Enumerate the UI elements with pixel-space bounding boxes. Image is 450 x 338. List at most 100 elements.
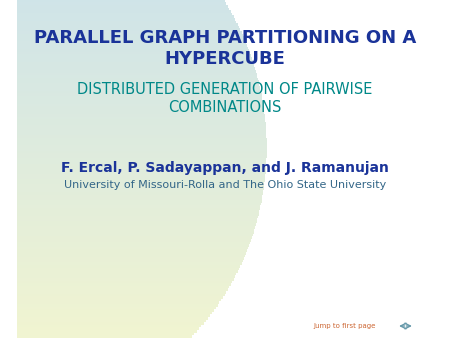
Bar [17, 13, 232, 16]
Bar [17, 164, 266, 166]
Bar [17, 192, 263, 195]
Bar [17, 236, 252, 239]
Bar [17, 26, 239, 28]
Bar [17, 10, 231, 13]
Bar [17, 179, 265, 182]
Bar [17, 171, 265, 174]
Bar [17, 28, 240, 31]
Bar [17, 208, 260, 210]
Bar [17, 156, 266, 159]
Text: F. Ercal, P. Sadayappan, and J. Ramanujan: F. Ercal, P. Sadayappan, and J. Ramanuja… [61, 161, 389, 175]
Bar [17, 255, 245, 257]
Bar [17, 78, 258, 80]
Bar [17, 125, 266, 127]
Bar [17, 260, 243, 262]
Bar [17, 93, 261, 96]
Bar [17, 328, 199, 330]
Text: COMBINATIONS: COMBINATIONS [168, 99, 282, 115]
Bar [17, 275, 235, 278]
Bar [17, 109, 264, 112]
Bar [17, 151, 266, 153]
Bar [17, 294, 225, 296]
Bar [17, 190, 263, 192]
Bar [17, 247, 248, 249]
Bar [17, 299, 221, 301]
Bar [17, 62, 254, 65]
Text: University of Missouri-Rolla and The Ohio State University: University of Missouri-Rolla and The Ohi… [64, 180, 386, 190]
Bar [17, 88, 261, 91]
Bar [17, 138, 266, 140]
Bar [17, 143, 266, 145]
Bar [17, 73, 256, 75]
Bar [17, 216, 258, 218]
Bar [17, 161, 266, 164]
Bar [17, 312, 212, 314]
Bar [17, 106, 264, 109]
Bar [17, 202, 261, 205]
Bar [17, 96, 262, 99]
Bar [17, 221, 256, 223]
Bar [17, 67, 255, 70]
Bar [17, 231, 254, 234]
Bar [17, 234, 253, 236]
Bar [17, 59, 253, 62]
Bar [17, 83, 259, 86]
Bar [17, 278, 234, 281]
Bar [17, 174, 265, 176]
Bar [17, 57, 252, 59]
Bar [17, 283, 231, 286]
Bar [17, 320, 206, 322]
Bar [17, 273, 236, 275]
Bar [17, 114, 265, 117]
Bar [17, 333, 194, 335]
Bar [17, 335, 192, 338]
Bar [17, 127, 266, 130]
Bar [17, 244, 249, 247]
Bar [17, 33, 243, 36]
Bar [17, 185, 264, 187]
Bar [17, 213, 259, 216]
Bar [17, 132, 266, 135]
Bar [17, 182, 265, 185]
Bar [17, 301, 220, 304]
Bar [17, 197, 262, 200]
Bar [17, 54, 251, 57]
Bar [17, 242, 250, 244]
Bar [17, 5, 228, 7]
Bar [17, 286, 230, 288]
Bar [17, 226, 255, 228]
Bar [17, 117, 265, 119]
Bar [17, 75, 257, 78]
Bar [17, 176, 265, 179]
Bar [17, 112, 265, 114]
Bar [17, 291, 226, 294]
Bar [17, 52, 250, 54]
Bar [17, 23, 238, 26]
Bar [17, 317, 208, 320]
Bar [17, 0, 225, 2]
Bar [17, 187, 264, 190]
Bar [17, 16, 234, 18]
Bar [17, 80, 259, 83]
Bar [17, 281, 232, 283]
Bar [17, 239, 251, 242]
Bar [17, 205, 261, 208]
Bar [17, 309, 214, 312]
Bar [17, 210, 259, 213]
Bar [17, 119, 265, 122]
Bar [17, 36, 244, 39]
Bar [17, 153, 266, 156]
Bar [17, 268, 239, 270]
Text: HYPERCUBE: HYPERCUBE [165, 50, 285, 68]
Bar [17, 166, 266, 169]
Bar [17, 270, 238, 273]
Bar [17, 122, 265, 125]
Bar [17, 104, 263, 106]
Text: Jump to first page: Jump to first page [313, 323, 375, 329]
Bar [17, 314, 210, 317]
Bar [17, 257, 244, 260]
Bar [17, 169, 266, 171]
Bar [17, 39, 245, 41]
Bar [17, 99, 262, 101]
Bar [17, 65, 254, 67]
